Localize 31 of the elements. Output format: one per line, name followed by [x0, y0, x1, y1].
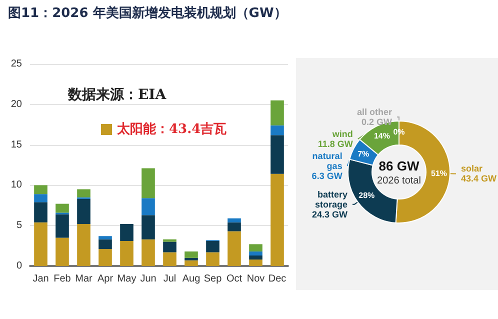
x-tick-label: Sep — [204, 274, 222, 284]
x-tick-label: Jul — [163, 274, 176, 284]
slice-label: natural gas 6.3 GW — [312, 151, 343, 181]
x-tick-label: Jun — [140, 274, 156, 284]
y-tick-label: 0 — [16, 260, 22, 272]
x-tick-label: Aug — [182, 274, 200, 284]
annotation: 数据来源：EIA — [68, 86, 166, 104]
x-tick-label: Nov — [246, 274, 265, 284]
x-tick-label: Mar — [75, 274, 94, 284]
data-label: 14% — [374, 131, 390, 140]
y-tick-label: 25 — [10, 58, 22, 70]
slice-label: solar 43.4 GW — [460, 164, 497, 184]
data-label: 51% — [430, 168, 447, 178]
chart-title: 图11：2026 年美国新增发电装机规划（GW） — [8, 4, 287, 22]
x-tick-label: Apr — [97, 274, 114, 284]
x-tick-label: Jan — [32, 274, 49, 284]
data-label: 28% — [358, 191, 375, 200]
y-tick-label: 5 — [16, 220, 22, 232]
annotation: 太阳能：43.4吉瓦 — [117, 121, 227, 138]
x-tick-label: Feb — [54, 274, 72, 284]
y-tick-label: 15 — [10, 139, 22, 150]
text: 86 GW — [378, 158, 420, 174]
y-tick-label: 20 — [10, 98, 22, 110]
y-tick-label: 10 — [10, 180, 22, 191]
slice-label: battery storage 24.3 GW — [312, 189, 348, 220]
x-tick-label: Dec — [268, 274, 286, 284]
x-tick-label: Oct — [226, 274, 242, 284]
x-tick-label: May — [117, 274, 136, 284]
slice-label: wind 11.8 GW — [318, 129, 354, 149]
data-label: 7% — [358, 149, 370, 158]
text: 2026 total — [377, 176, 421, 186]
